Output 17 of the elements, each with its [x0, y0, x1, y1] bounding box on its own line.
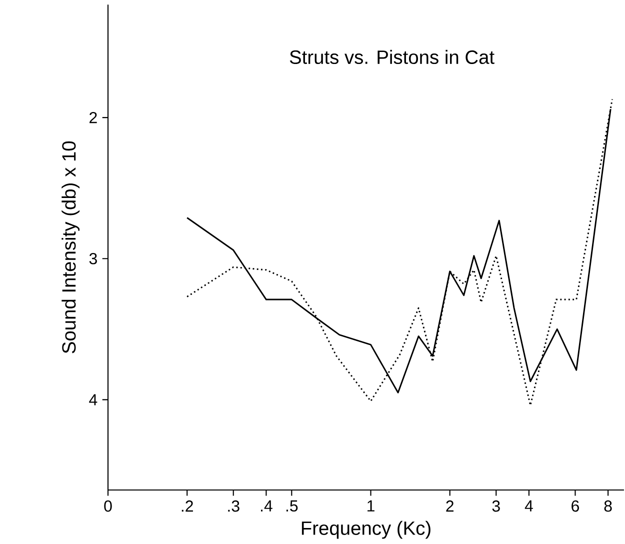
x-tick-label: .2 [182, 500, 193, 512]
x-tick-label: 2 [446, 500, 454, 512]
y-tick-label: 3 [89, 252, 97, 264]
x-tick-label: .5 [286, 500, 298, 512]
x-tick-label: 4 [524, 500, 533, 512]
y-tick-label: 4 [89, 394, 98, 406]
y-tick-label: 2 [90, 112, 97, 124]
x-tick-label: .4 [260, 500, 272, 512]
x-tick-label: 1 [368, 500, 374, 512]
x-tick-label: 3 [492, 500, 500, 512]
text: Struts vs. Pistons in Cat [290, 50, 494, 64]
x-tick-label: .3 [228, 500, 240, 512]
x-tick-label: 6 [572, 500, 579, 512]
x-tick-label: 0 [104, 500, 112, 512]
x-tick-label: 8 [604, 500, 612, 512]
x-axis-title: Frequency (Kc) [302, 520, 430, 539]
y-axis-title: Sound Intensity (db) x 10 [62, 141, 80, 354]
